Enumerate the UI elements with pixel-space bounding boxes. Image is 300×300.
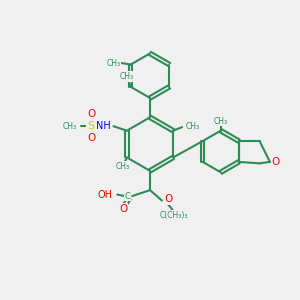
Text: S: S bbox=[88, 121, 95, 131]
Text: C: C bbox=[125, 192, 130, 201]
Text: OH: OH bbox=[98, 190, 113, 200]
Text: O: O bbox=[165, 194, 173, 204]
Text: O: O bbox=[87, 109, 95, 119]
Text: CH₃: CH₃ bbox=[214, 117, 228, 126]
Text: NH: NH bbox=[96, 121, 110, 131]
Text: CH₃: CH₃ bbox=[119, 72, 133, 81]
Text: C(CH₃)₃: C(CH₃)₃ bbox=[160, 211, 188, 220]
Text: CH₃: CH₃ bbox=[186, 122, 200, 131]
Text: CH₃: CH₃ bbox=[115, 162, 129, 171]
Text: O: O bbox=[272, 157, 280, 167]
Text: O: O bbox=[87, 133, 95, 143]
Text: CH₃: CH₃ bbox=[106, 58, 120, 68]
Text: CH₃: CH₃ bbox=[62, 122, 76, 131]
Text: O: O bbox=[119, 204, 128, 214]
